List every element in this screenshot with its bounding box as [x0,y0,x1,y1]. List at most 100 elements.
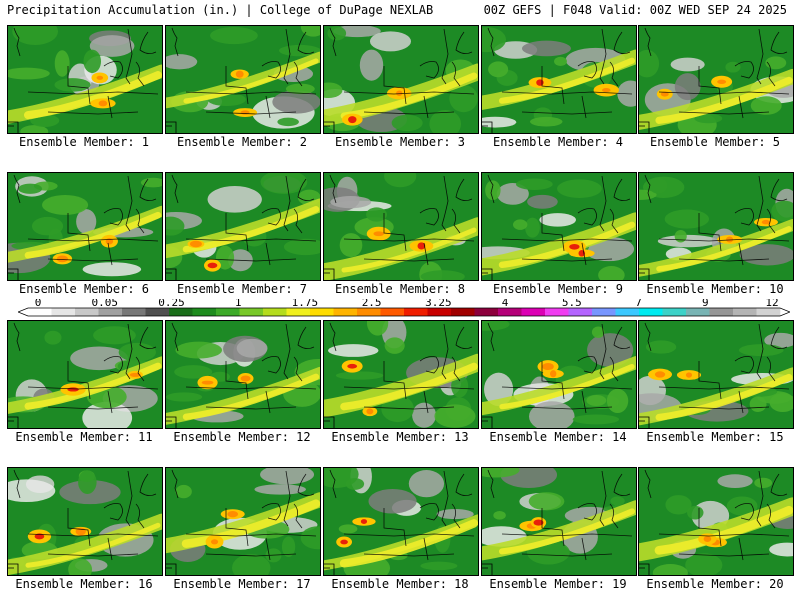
heavy-precip-core [499,363,635,410]
state-boundaries [171,469,317,561]
colorbar-bin [310,308,334,316]
light-precip-area [236,338,268,358]
colorbar-bin [380,308,405,316]
moderate-precip-area [557,179,602,198]
moderate-precip-area [8,67,50,80]
moderate-precip-area [54,50,70,77]
light-precip-area [408,470,445,498]
light-precip-area [207,186,262,213]
precip-max-inner [654,371,666,378]
ensemble-member-16-map [7,467,163,576]
colorbar-bin [122,308,146,316]
moderate-precip-area [610,496,625,506]
corner-boundary [166,268,177,280]
moderate-precip-area [771,200,793,222]
corner-boundary [166,416,177,428]
ensemble-member-17-map [165,467,321,576]
heavy-precip-core [24,211,162,259]
heavy-precip-core [341,227,477,273]
moderate-precip-area [68,558,93,575]
ensemble-member-13-map [323,320,479,429]
moderate-precip-area [391,114,423,132]
moderate-precip-area [482,27,507,53]
state-boundaries [13,469,159,561]
moderate-precip-area [285,83,315,95]
corner-boundary [324,563,335,575]
moderate-precip-area [41,195,89,215]
ensemble-member-20-map [638,467,794,576]
ensemble-member-label: Ensemble Member: 4 [492,135,624,149]
corner-boundary [324,416,335,428]
moderate-precip-area [54,78,91,92]
heavy-precip-core [656,226,792,272]
light-precip-area [82,262,142,277]
light-precip-area [70,346,129,371]
state-boundaries [644,27,790,119]
ensemble-member-5-map [638,25,794,134]
ensemble-member-12-map [165,320,321,429]
precip-max-inner [348,116,357,124]
precip-max-inner [550,370,557,378]
colorbar-bin [404,308,428,316]
ensemble-member-label: Ensemble Member: 10 [646,282,784,296]
moderate-precip-area [652,564,688,575]
state-boundaries [487,174,633,266]
state-boundaries [329,322,475,414]
light-precip-area [587,333,634,367]
precip-max-inner [396,90,403,96]
moderate-precip-area [639,49,660,78]
precip-max-inner [417,242,426,250]
moderate-precip-area [174,365,213,379]
colorbar-tick-label: 7 [635,299,642,309]
colorbar-bin [639,308,663,316]
precip-max-inner [67,387,79,392]
ensemble-member-label: Ensemble Member: 2 [176,135,308,149]
state-boundaries [487,322,633,414]
colorbar-bin [662,308,687,316]
moderate-precip-area [528,492,565,511]
colorbar-bin [615,308,640,316]
precip-max-inner [660,91,669,97]
colorbar-tick-label: 0 [35,299,42,309]
state-boundaries [13,27,159,119]
ensemble-member-label: Ensemble Member: 8 [334,282,466,296]
moderate-precip-area [525,217,540,238]
corner-boundary [8,268,19,280]
precip-max-inner [129,372,141,377]
state-boundaries [644,322,790,414]
moderate-precip-area [726,496,758,516]
moderate-precip-area [515,178,553,190]
ensemble-member-label: Ensemble Member: 18 [331,577,469,591]
colorbar-bin [756,308,781,316]
corner-boundary [166,563,177,575]
colorbar-tick-label: 0.05 [91,299,118,309]
moderate-precip-area [749,396,767,413]
state-boundaries [329,174,475,266]
moderate-precip-area [93,326,136,345]
corner-boundary [482,563,493,575]
ensemble-member-label: Ensemble Member: 19 [489,577,627,591]
moderate-precip-area [300,26,320,37]
ensemble-member-4-map [481,25,637,134]
heavy-precip-core [340,362,478,411]
light-precip-area [76,209,97,234]
ensemble-member-label: Ensemble Member: 15 [646,430,784,444]
heavy-precip-core [23,71,162,120]
precip-max-inner [717,79,727,84]
ensemble-member-10-map [638,172,794,281]
moderate-precip-area [420,270,465,280]
precip-max-inner [201,380,214,385]
state-boundaries [171,322,317,414]
ensemble-member-label: Ensemble Member: 12 [173,430,311,444]
light-precip-area [166,54,198,70]
ensemble-member-19-map [481,467,637,576]
state-boundaries [644,469,790,561]
colorbar-bin [286,308,311,316]
moderate-precip-area [300,526,320,550]
light-precip-area [330,195,372,209]
moderate-precip-area [31,216,64,236]
moderate-precip-area [485,180,501,201]
ensemble-member-label: Ensemble Member: 1 [18,135,150,149]
precip-max-inner [56,255,69,263]
ensemble-member-3-map [323,25,479,134]
